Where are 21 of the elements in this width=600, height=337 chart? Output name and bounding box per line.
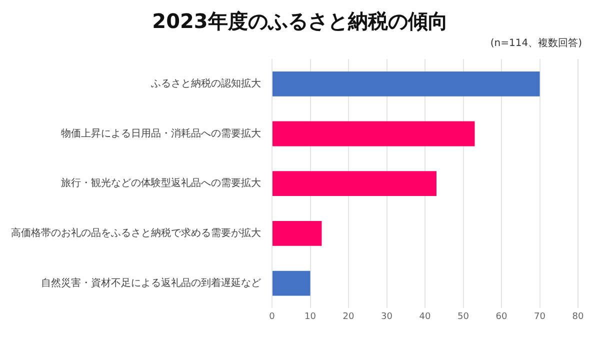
bar xyxy=(272,220,322,246)
y-tick-label: ふるさと納税の認知拡大 xyxy=(150,78,261,90)
x-tick-label: 30 xyxy=(381,312,393,322)
chart-title: 2023年度のふるさと納税の傾向 xyxy=(151,8,449,35)
bar xyxy=(272,121,475,146)
y-tick-label: 自然災害・資材不足による返礼品の到着遅延など xyxy=(41,276,261,289)
bar xyxy=(272,171,436,196)
x-tick-label: 20 xyxy=(342,312,354,322)
bar xyxy=(272,270,310,296)
y-tick-label: 物価上昇による日用品・消耗品への需要拡大 xyxy=(61,127,261,140)
x-tick-label: 40 xyxy=(419,312,431,322)
x-tick-label: 50 xyxy=(458,312,470,322)
x-tick-label: 0 xyxy=(269,312,276,322)
text: (n=114、複数回答) xyxy=(489,36,583,50)
bar xyxy=(272,71,540,96)
x-tick-label: 70 xyxy=(534,312,546,322)
x-tick-label: 10 xyxy=(304,312,316,322)
y-tick-label: 旅行・観光などの体験型返礼品への需要拡大 xyxy=(61,177,261,190)
y-tick-label: 高価格帯のお礼の品をふるさと納税で求める需要が拡大 xyxy=(11,227,261,240)
x-tick-label: 80 xyxy=(572,312,584,322)
x-tick-label: 60 xyxy=(496,312,508,322)
